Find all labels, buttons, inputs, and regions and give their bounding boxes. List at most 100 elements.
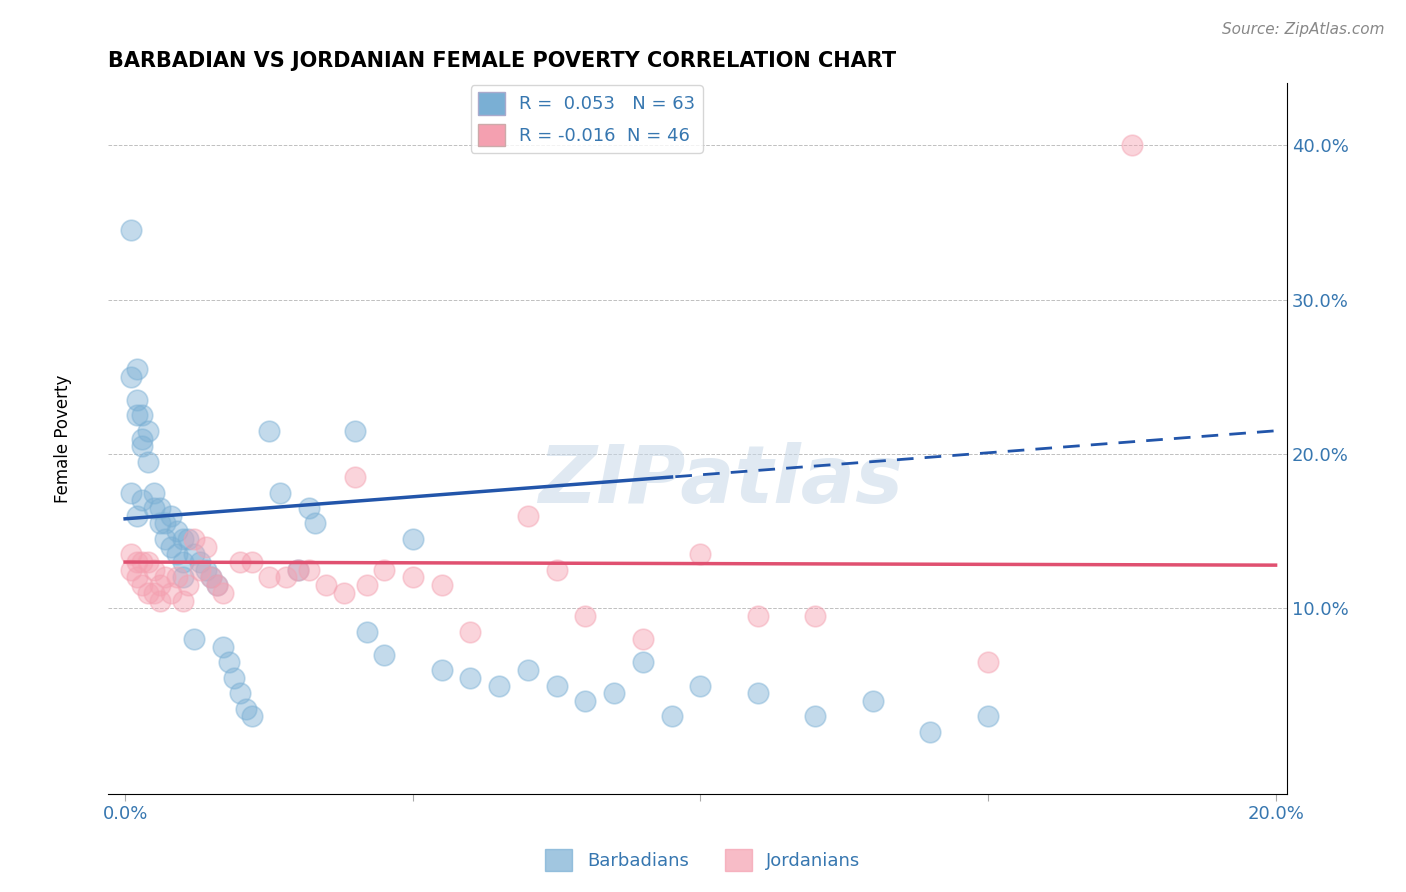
Point [458,671,481,685]
Point [516,663,538,677]
Point [160,540,183,554]
Point [430,663,453,677]
Point [631,656,654,670]
Legend: Barbadians, Jordanians: Barbadians, Jordanians [538,842,868,879]
Point [149,516,172,531]
Point [131,493,153,508]
Point [298,563,321,577]
Point [212,586,235,600]
Point [344,470,367,484]
Point [631,632,654,647]
Point [120,563,142,577]
Text: ZIPatlas: ZIPatlas [538,442,904,520]
Legend: R =  0.053   N = 63, R = -0.016  N = 46: R = 0.053 N = 63, R = -0.016 N = 46 [471,86,703,153]
Point [747,686,769,700]
Point [125,362,148,376]
Y-axis label: Female Poverty: Female Poverty [55,375,73,503]
Point [240,709,263,723]
Point [344,424,367,438]
Point [183,532,205,546]
Point [172,570,194,584]
Point [194,540,217,554]
Point [689,679,711,693]
Point [574,609,596,624]
Point [356,578,378,592]
Point [689,547,711,561]
Point [747,609,769,624]
Point [373,563,395,577]
Point [200,570,222,584]
Point [240,555,263,569]
Point [177,578,200,592]
Point [131,439,153,453]
Point [920,725,942,739]
Text: BARBADIAN VS JORDANIAN FEMALE POVERTY CORRELATION CHART: BARBADIAN VS JORDANIAN FEMALE POVERTY CO… [108,51,896,70]
Point [356,624,378,639]
Point [172,532,194,546]
Point [661,709,683,723]
Point [166,547,188,561]
Point [166,570,188,584]
Point [188,555,211,569]
Point [304,516,326,531]
Point [546,563,568,577]
Point [235,702,257,716]
Point [149,501,172,516]
Point [194,563,217,577]
Point [574,694,596,708]
Text: Source: ZipAtlas.com: Source: ZipAtlas.com [1222,22,1385,37]
Point [603,686,626,700]
Point [120,547,142,561]
Point [229,555,252,569]
Point [458,624,481,639]
Point [136,555,159,569]
Point [172,593,194,607]
Point [546,679,568,693]
Point [131,409,153,423]
Point [257,570,280,584]
Point [166,524,188,538]
Point [276,570,298,584]
Point [125,570,148,584]
Point [200,570,222,584]
Point [287,563,309,577]
Point [155,532,177,546]
Point [218,656,240,670]
Point [142,563,165,577]
Point [224,671,246,685]
Point [269,485,291,500]
Point [120,485,142,500]
Point [136,455,159,469]
Point [125,555,148,569]
Point [125,409,148,423]
Point [332,586,354,600]
Point [183,547,205,561]
Point [172,555,194,569]
Point [142,485,165,500]
Point [142,586,165,600]
Point [120,223,142,237]
Point [298,501,321,516]
Point [160,508,183,523]
Point [287,563,309,577]
Point [430,578,453,592]
Point [977,656,1000,670]
Point [160,586,183,600]
Point [315,578,337,592]
Point [125,508,148,523]
Point [488,679,510,693]
Point [402,532,425,546]
Point [142,501,165,516]
Point [1121,138,1143,153]
Point [136,586,159,600]
Point [125,392,148,407]
Point [131,578,153,592]
Point [149,578,172,592]
Point [212,640,235,654]
Point [804,709,827,723]
Point [229,686,252,700]
Point [136,424,159,438]
Point [149,593,172,607]
Point [977,709,1000,723]
Point [120,369,142,384]
